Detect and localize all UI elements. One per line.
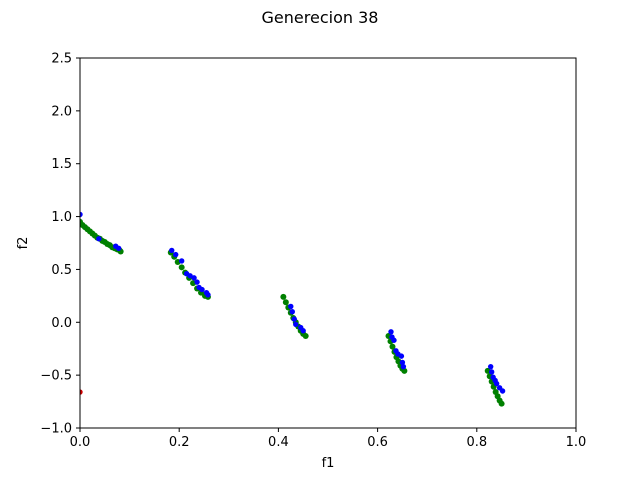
- scatter-point: [280, 293, 287, 300]
- y-tick-label: 2.0: [51, 104, 72, 119]
- chart-title: Generecion 38: [262, 8, 379, 27]
- scatter-point: [302, 333, 309, 340]
- scatter-point: [498, 400, 505, 407]
- scatter-point: [493, 380, 500, 387]
- scatter-point: [398, 353, 405, 359]
- scatter-point: [400, 363, 407, 370]
- scatter-point: [80, 211, 83, 218]
- axes-frame: [79, 57, 577, 429]
- plot-area: [79, 57, 577, 429]
- scatter-point: [401, 367, 408, 374]
- y-tick-label: 0.0: [51, 316, 72, 331]
- x-axis-label: f1: [322, 456, 335, 471]
- y-tick-label: 0.5: [51, 263, 72, 278]
- scatter-point: [289, 309, 295, 315]
- y-tick-label: 2.5: [51, 52, 72, 67]
- scatter-point: [205, 292, 211, 298]
- scatter-point: [291, 316, 297, 322]
- scatter-point: [388, 329, 394, 335]
- x-tick-label: 1.0: [566, 435, 587, 450]
- x-tick-label: 0.6: [367, 435, 388, 450]
- y-tick-label: 1.0: [51, 210, 72, 225]
- scatter-point: [389, 343, 396, 350]
- scatter-point: [199, 286, 205, 293]
- scatter-point: [178, 258, 185, 264]
- scatter-point: [80, 389, 83, 395]
- x-tick-label: 0.8: [466, 435, 487, 450]
- scatter-point: [96, 236, 102, 242]
- x-tick-label: 0.4: [268, 435, 289, 450]
- x-tick-label: 0.0: [70, 435, 91, 450]
- y-tick-label: 1.5: [51, 157, 72, 172]
- y-tick-label: −1.0: [40, 422, 72, 437]
- scatter-point: [300, 328, 306, 334]
- scatter-point: [293, 321, 299, 328]
- scatter-point: [187, 273, 193, 279]
- y-axis-label: f2: [16, 237, 31, 250]
- scatter-point: [488, 369, 495, 375]
- x-tick-label: 0.2: [169, 435, 190, 450]
- scatter-point: [487, 363, 494, 370]
- scatter-point: [288, 303, 294, 310]
- scatter-marks: [80, 211, 506, 407]
- scatter-point: [178, 264, 185, 271]
- scatter-point: [191, 275, 197, 281]
- x-axis-ticks: 0.0 0.2 0.4 0.6 0.8 1.0: [70, 428, 587, 450]
- scatter-point: [499, 388, 506, 394]
- scatter-point: [391, 337, 397, 343]
- scatter-point: [194, 279, 200, 285]
- scatter-point: [282, 299, 289, 306]
- scatter-point: [173, 251, 179, 258]
- scatter-point: [115, 245, 122, 251]
- scatter-point: [169, 247, 175, 254]
- y-axis-ticks: −1.0 −0.5 0.0 0.5 1.0 1.5 2.0 2.5: [40, 52, 80, 437]
- scatter-point: [399, 359, 406, 366]
- y-tick-label: −0.5: [40, 369, 72, 384]
